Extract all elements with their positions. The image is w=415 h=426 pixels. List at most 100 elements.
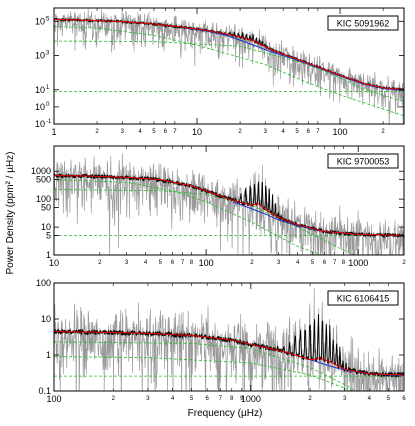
x-minor-tick-label: 6 [171, 260, 175, 266]
x-minor-tick-label: 9 [240, 396, 244, 402]
x-minor-tick-label: 2 [402, 260, 406, 266]
x-minor-tick-label: 3 [146, 396, 150, 402]
y-tick-label: 10 [35, 51, 45, 61]
y-tick-label: 100 [36, 194, 51, 204]
y-tick-exponent: -1 [46, 119, 52, 125]
x-minor-tick-label: 3 [121, 129, 125, 135]
global-fit [54, 174, 404, 237]
x-minor-tick-label: 8 [342, 260, 346, 266]
panel-3: 100 1000 2 3 4 5 6 7 8 9 2 3 4 5 6 0.1 1 10 100 KIC 6106415 [36, 278, 406, 404]
star-label: KIC 6106415 [337, 294, 390, 304]
x-minor-tick-label: 3 [277, 260, 281, 266]
plot-area [54, 288, 404, 391]
background-component-1 [54, 40, 404, 103]
y-tick-label: 10 [41, 222, 51, 232]
x-tick-label: 1000 [348, 258, 368, 268]
panel-frame [53, 145, 405, 256]
y-tick-label: 1 [46, 250, 51, 260]
x-minor-tick-label: 5 [387, 396, 391, 402]
y-tick-exponent: 3 [46, 51, 50, 57]
x-minor-tick-label: 2 [238, 129, 242, 135]
x-minor-tick-label: 2 [381, 129, 385, 135]
x-minor-tick-label: 8 [230, 396, 234, 402]
x-minor-tick-label: 6 [402, 396, 406, 402]
x-minor-tick-label: 4 [138, 129, 142, 135]
y-tick-label: 10 [35, 119, 45, 129]
x-minor-tick-label: 4 [171, 396, 175, 402]
global-fit [54, 330, 404, 376]
x-minor-tick-label: 2 [112, 396, 116, 402]
star-label-box [327, 15, 399, 31]
x-tick-label: 10 [49, 258, 59, 268]
x-minor-tick-label: 7 [181, 260, 185, 266]
y-tick-label: 500 [36, 175, 51, 185]
x-minor-tick-label: 3 [125, 260, 129, 266]
x-minor-tick-label: 2 [98, 260, 102, 266]
star-label-box [327, 153, 399, 169]
x-minor-tick-label: 4 [296, 260, 300, 266]
x-tick-label: 1 [51, 127, 56, 137]
y-tick-label: 10 [35, 102, 45, 112]
x-minor-tick-label: 7 [173, 129, 177, 135]
background-component-2 [54, 356, 354, 391]
background-fit [183, 27, 404, 92]
x-minor-tick-label: 5 [152, 129, 156, 135]
x-minor-tick-label: 6 [205, 396, 209, 402]
y-tick-label: 1 [46, 350, 51, 360]
plot-area [54, 8, 404, 124]
x-minor-tick-label: 6 [323, 260, 327, 266]
x-minor-tick-label: 6 [164, 129, 168, 135]
x-minor-tick-label: 5 [295, 129, 299, 135]
smoothed-spectrum [54, 314, 404, 379]
raw-spectrum [54, 153, 404, 255]
y-tick-exponent: 0 [46, 102, 50, 108]
y-tick-label: 0.1 [38, 386, 51, 396]
y-tick-exponent: 1 [46, 85, 50, 91]
star-label: KIC 5091962 [337, 19, 390, 29]
y-tick-label: 10 [41, 314, 51, 324]
panel-frame [53, 7, 405, 125]
x-minor-tick-label: 2 [250, 260, 254, 266]
y-tick-exponent: 5 [46, 16, 50, 22]
y-tick-label: 5 [46, 230, 51, 240]
x-minor-tick-label: 5 [190, 396, 194, 402]
y-tick-label: 100 [36, 278, 51, 288]
y-tick-label: 1000 [31, 166, 51, 176]
x-minor-tick-label: 6 [307, 129, 311, 135]
x-tick-label: 10 [192, 127, 202, 137]
x-tick-label: 1000 [241, 394, 261, 404]
x-minor-tick-label: 8 [190, 260, 194, 266]
x-tick-label: 100 [46, 394, 61, 404]
x-axis-label: Frequency (µHz) [188, 408, 263, 419]
x-minor-tick-label: 5 [311, 260, 315, 266]
x-tick-label: 100 [333, 127, 348, 137]
panel-frame [53, 282, 405, 392]
x-minor-tick-label: 3 [264, 129, 268, 135]
star-label-box [327, 290, 399, 306]
background-component-2 [54, 26, 404, 117]
y-axis-label: Power Density (ppm² / µHz) [5, 151, 16, 274]
x-minor-tick-label: 5 [159, 260, 163, 266]
smoothed-spectrum [54, 172, 404, 239]
x-minor-tick-label: 7 [219, 396, 223, 402]
background-component-1 [54, 341, 357, 391]
x-minor-tick-label: 4 [281, 129, 285, 135]
x-minor-tick-label: 7 [316, 129, 320, 135]
x-minor-tick-label: 2 [308, 396, 312, 402]
x-minor-tick-label: 7 [333, 260, 337, 266]
raw-spectrum [54, 288, 404, 391]
x-minor-tick-label: 4 [368, 396, 372, 402]
x-minor-tick-label: 4 [144, 260, 148, 266]
y-tick-label: 10 [35, 85, 45, 95]
y-tick-label: 10 [35, 16, 45, 26]
y-tick-label: 50 [41, 203, 51, 213]
plot-area [54, 153, 404, 255]
background-component-1 [54, 189, 357, 255]
star-label: KIC 9700053 [337, 157, 390, 167]
x-minor-tick-label: 3 [343, 396, 347, 402]
x-minor-tick-label: 2 [95, 129, 99, 135]
global-fit [54, 18, 404, 91]
